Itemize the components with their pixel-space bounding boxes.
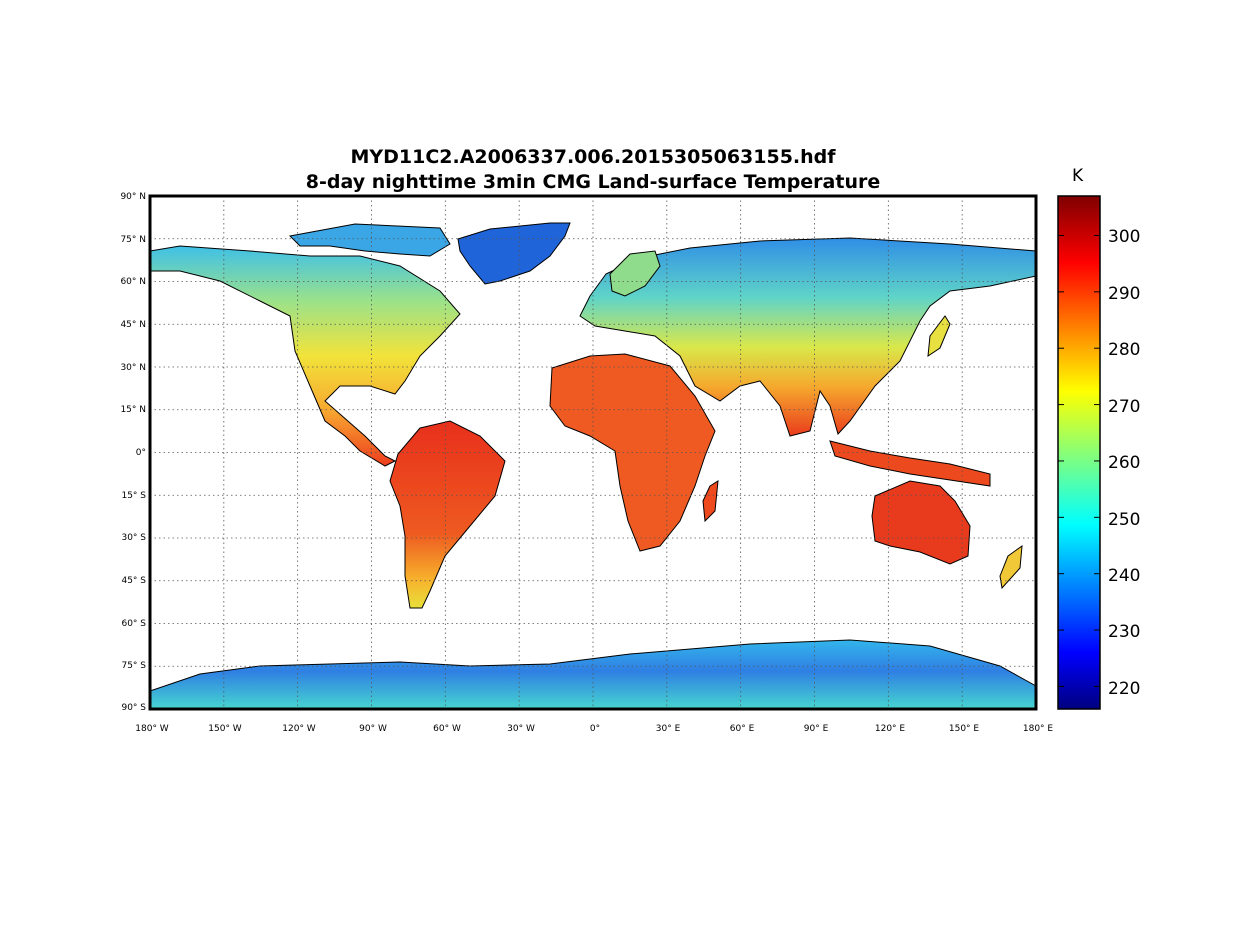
- lat-label-90n: 90° N: [120, 192, 146, 202]
- colorbar-gradient: [1057, 195, 1101, 710]
- colorbar-tick-300: 300: [1108, 227, 1141, 247]
- lat-label-15n: 15° N: [120, 405, 146, 415]
- japan: [927, 315, 951, 358]
- lon-label-90w: 90° W: [359, 724, 387, 734]
- lon-label-150w: 150° W: [208, 724, 242, 734]
- lon-label-120e: 120° E: [874, 724, 906, 734]
- lat-label-90s: 90° S: [121, 703, 146, 713]
- colorbar-tick-250: 250: [1108, 510, 1141, 530]
- north-america: [149, 245, 461, 467]
- lat-label-60n: 60° N: [120, 277, 146, 287]
- south-america: [389, 420, 506, 609]
- lat-label-45n: 45° N: [120, 320, 146, 330]
- map-frame: [148, 194, 1038, 711]
- map-title: MYD11C2.A2006337.006.2015305063155.hdf: [350, 146, 836, 168]
- lat-label-60s: 60° S: [121, 619, 146, 629]
- map-subtitle: 8-day nighttime 3min CMG Land-surface Te…: [305, 171, 881, 193]
- lat-label-0: 0°: [135, 448, 146, 458]
- lon-label-60e: 60° E: [729, 724, 755, 734]
- madagascar: [702, 480, 719, 523]
- arctic-canada: [288, 223, 451, 257]
- lon-label-60w: 60° W: [433, 724, 461, 734]
- map-panel: [148, 194, 1038, 711]
- colorbar-tick-270: 270: [1108, 397, 1141, 417]
- lat-label-30n: 30° N: [120, 363, 146, 373]
- lat-label-75n: 75° N: [120, 235, 146, 245]
- colorbar-tick-230: 230: [1108, 622, 1141, 642]
- lat-label-15s: 15° S: [121, 491, 146, 501]
- lat-label-45s: 45° S: [121, 576, 146, 586]
- colorbar: [1057, 195, 1101, 710]
- temperature-map: [148, 194, 1038, 711]
- lat-label-30s: 30° S: [121, 533, 146, 543]
- lon-label-90e: 90° E: [803, 724, 829, 734]
- scandinavia: [609, 250, 661, 297]
- australia: [871, 480, 971, 565]
- colorbar-unit: K: [1072, 166, 1084, 186]
- new-zealand: [999, 544, 1023, 590]
- lon-label-30e: 30° E: [655, 724, 681, 734]
- colorbar-tick-220: 220: [1108, 679, 1141, 699]
- colorbar-tick-240: 240: [1108, 566, 1141, 586]
- indonesia: [829, 440, 991, 487]
- eurasia: [579, 237, 1037, 437]
- colorbar-tick-260: 260: [1108, 453, 1141, 473]
- lon-label-120w: 120° W: [282, 724, 316, 734]
- lat-label-75s: 75° S: [121, 661, 146, 671]
- lon-label-180w: 180° W: [135, 724, 169, 734]
- colorbar-tick-280: 280: [1108, 340, 1141, 360]
- lon-label-0: 0°: [589, 724, 601, 734]
- graticule: [150, 196, 1036, 709]
- lon-label-180e: 180° E: [1022, 724, 1054, 734]
- lon-label-150e: 150° E: [948, 724, 980, 734]
- colorbar-tick-290: 290: [1108, 284, 1141, 304]
- greenland: [457, 222, 571, 285]
- lon-label-30w: 30° W: [507, 724, 535, 734]
- colorbar-tick-marks: [1058, 234, 1100, 687]
